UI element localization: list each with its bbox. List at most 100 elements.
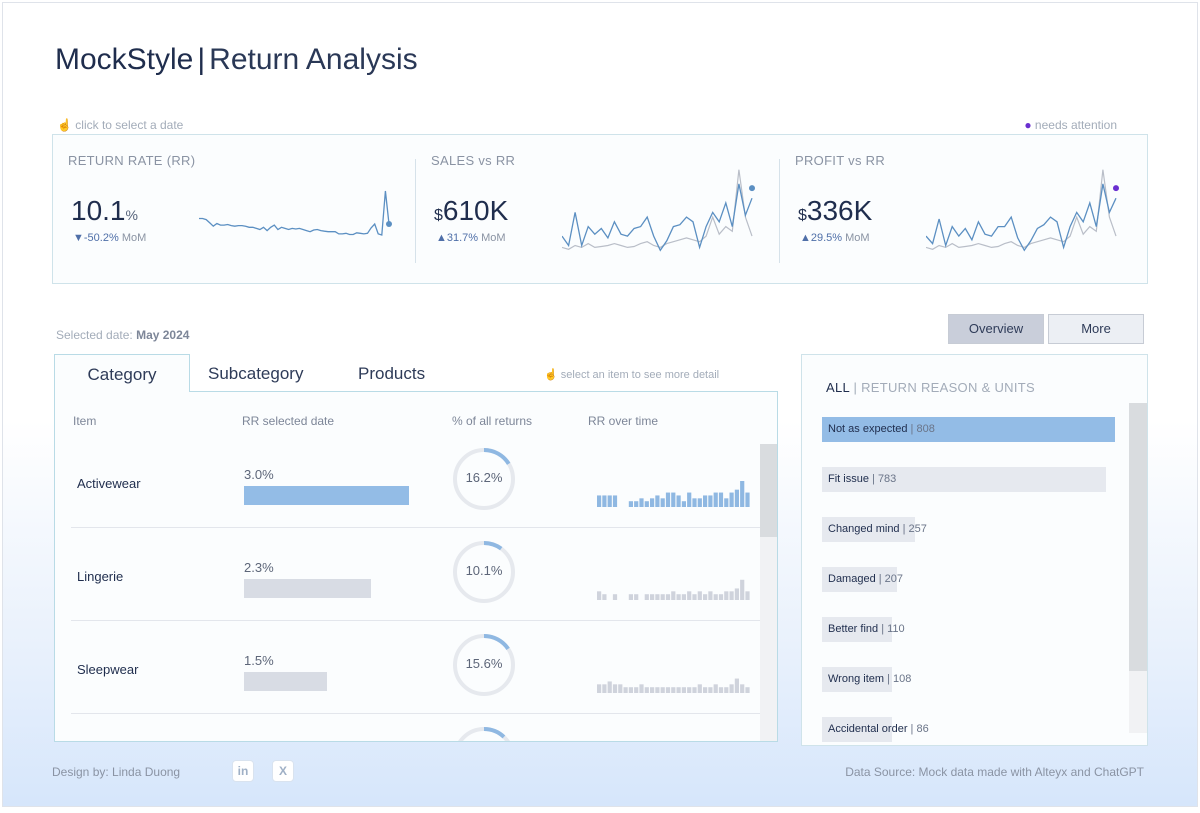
x-icon[interactable]: X — [272, 760, 294, 782]
select-date-hint: ☝ click to select a date — [57, 118, 183, 132]
history-bar — [724, 498, 729, 507]
reason-item[interactable]: Changed mind | 257 — [822, 517, 927, 542]
history-bar — [718, 687, 724, 693]
row-share-value: 15.6% — [465, 656, 503, 671]
sales-sparkline[interactable] — [562, 165, 762, 265]
table-row[interactable]: Lingerie 2.3% 10.1% — [71, 528, 761, 621]
history-bar — [676, 495, 681, 507]
reason-label: Wrong item — [828, 673, 885, 685]
history-bar — [681, 501, 686, 507]
history-bar — [602, 495, 607, 507]
table-scrollbar-thumb[interactable] — [760, 444, 777, 537]
reason-item[interactable]: Fit issue | 783 — [822, 467, 1106, 492]
reason-scrollbar-thumb[interactable] — [1129, 403, 1147, 671]
table-row[interactable]: Activewear 3.0% 16.2% — [71, 435, 761, 528]
kpi-value-unit: % — [125, 207, 138, 223]
kpi-value-number: 610K — [442, 195, 509, 226]
kpi-currency: $ — [798, 207, 807, 224]
row-history-chart — [597, 579, 750, 600]
reason-title-rest: RETURN REASON & UNITS — [861, 380, 1035, 395]
tab-subcategory[interactable]: Subcategory — [208, 364, 304, 383]
reason-count: | 808 — [907, 423, 935, 435]
history-bar — [740, 684, 745, 693]
kpi-currency: $ — [434, 207, 443, 224]
ring-fill — [453, 634, 515, 696]
data-source: Data Source: Mock data made with Alteyx … — [845, 765, 1144, 779]
history-bar — [713, 594, 718, 600]
profit-sparkline[interactable] — [926, 165, 1126, 265]
row-rr-value: 1.5% — [244, 653, 274, 668]
history-bar — [644, 687, 649, 693]
history-bar — [665, 594, 671, 600]
history-bar — [687, 687, 692, 693]
kpi-delta-value: ▼-50.2% — [73, 232, 119, 244]
history-bar — [597, 684, 602, 693]
history-bar — [708, 687, 713, 693]
rr-comparison-line — [562, 169, 753, 250]
history-bar — [703, 495, 708, 507]
selected-date-value: May 2024 — [136, 328, 190, 342]
history-bar — [724, 591, 729, 600]
row-share-value: 16.2% — [465, 470, 503, 485]
kpi-divider — [415, 159, 416, 263]
reason-label: Changed mind — [828, 523, 900, 535]
linkedin-icon[interactable]: in — [232, 760, 254, 782]
history-bar — [697, 591, 702, 600]
needs-attention-text: needs attention — [1034, 118, 1117, 132]
history-bar — [660, 594, 665, 600]
reason-item[interactable]: Damaged | 207 — [822, 567, 903, 592]
kpi-return-rate[interactable]: RETURN RATE (RR) 10.1% ▼-50.2% MoM — [53, 135, 415, 283]
history-bar — [618, 684, 623, 693]
ring-fill — [453, 541, 515, 603]
history-bar — [650, 498, 655, 507]
history-bar — [644, 501, 649, 507]
history-bar — [634, 594, 639, 600]
kpi-delta-suffix: MoM — [845, 232, 870, 244]
history-bar — [708, 591, 713, 600]
history-bar — [713, 684, 718, 693]
history-bar — [634, 687, 639, 693]
reason-item[interactable]: Not as expected | 808 — [822, 417, 1115, 442]
row-history-chart — [597, 678, 750, 693]
tab-underline — [190, 391, 778, 392]
reason-title-separator: | — [853, 380, 862, 395]
history-bar — [703, 687, 708, 693]
table-row[interactable] — [71, 714, 761, 741]
history-bar — [729, 492, 734, 507]
tab-products[interactable]: Products — [358, 364, 426, 383]
select-item-hint: ☝ select an item to see more detail — [544, 368, 719, 381]
history-bar — [713, 492, 718, 507]
overview-button[interactable]: Overview — [948, 314, 1044, 344]
history-bar — [628, 501, 633, 507]
page-subtitle: Return Analysis — [209, 43, 418, 76]
history-bar — [650, 687, 655, 693]
kpi-delta: ▲29.5% MoM — [800, 232, 870, 244]
brand-name: MockStyle — [55, 43, 194, 76]
history-bar — [692, 687, 697, 693]
more-button[interactable]: More — [1048, 314, 1144, 344]
reason-count: | 207 — [875, 573, 904, 585]
history-bar — [718, 594, 724, 600]
kpi-sales[interactable]: SALES vs RR $610K ▲31.7% MoM — [416, 135, 779, 283]
kpi-value: 10.1% — [71, 195, 138, 227]
kpi-divider — [779, 159, 780, 263]
history-bar — [687, 591, 692, 600]
select-item-hint-text: select an item to see more detail — [560, 369, 720, 381]
kpi-delta: ▲31.7% MoM — [436, 232, 506, 244]
history-bar — [612, 684, 618, 693]
kpi-profit[interactable]: PROFIT vs RR $336K ▲29.5% MoM — [780, 135, 1147, 283]
history-bar — [628, 687, 633, 693]
return-rate-sparkline[interactable] — [199, 165, 404, 265]
reason-item[interactable]: Accidental order | 86 — [822, 717, 929, 742]
history-bar — [612, 495, 618, 507]
tab-category[interactable]: Category — [54, 354, 190, 393]
selected-date-label: Selected date: — [56, 328, 133, 342]
history-bar — [628, 594, 633, 600]
row-item-name: Sleepwear — [77, 662, 139, 677]
select-date-hint-text: click to select a date — [75, 118, 184, 132]
reason-item[interactable]: Wrong item | 108 — [822, 667, 911, 692]
history-bar — [597, 495, 602, 507]
table-row[interactable]: Sleepwear 1.5% 15.6% — [71, 621, 761, 714]
reason-item[interactable]: Better find | 110 — [822, 617, 905, 642]
reason-title-all[interactable]: ALL — [826, 380, 850, 395]
